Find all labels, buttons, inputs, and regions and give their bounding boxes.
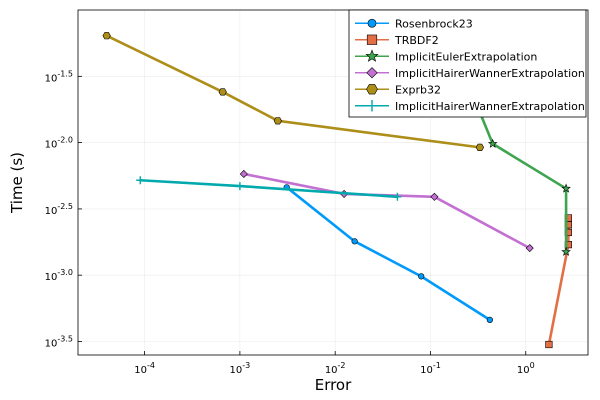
x-tick-base: 10 [230, 365, 243, 376]
legend-label: TRBDF2 [394, 34, 439, 47]
data-point [487, 138, 498, 148]
axis-ticks: 10-4 10-3 10-2 10-1 10010-3.510-3.010-2.510-… [45, 69, 535, 376]
data-point [561, 183, 571, 193]
legend: Rosenbrock23 TRBDF2 ImplicitEulerExtrapola… [348, 9, 587, 118]
data-point [218, 88, 227, 96]
legend-entry: Rosenbrock23 [355, 17, 473, 30]
x-tick-exponent: -3 [242, 361, 250, 370]
y-tick-exponent: -3.5 [57, 335, 73, 344]
y-tick-exponent: -1.5 [57, 69, 73, 78]
y-tick-base: 10 [45, 140, 58, 151]
legend-marker [366, 34, 378, 45]
legend-marker [367, 18, 377, 28]
y-tick-exponent: -2.0 [57, 136, 73, 145]
x-tick-base: 10 [517, 365, 530, 376]
data-point [235, 182, 244, 191]
legend-entry: TRBDF2 [355, 34, 439, 47]
series-layer [102, 32, 572, 349]
legend-marker [366, 67, 378, 79]
y-axis-label: Time (s) [8, 152, 26, 214]
y-tick-exponent: -2.5 [57, 202, 73, 211]
y-tick-label: 10-2.0 [45, 136, 73, 151]
legend-marker [366, 99, 378, 112]
y-tick-base: 10 [45, 206, 58, 217]
data-point [239, 169, 248, 178]
series-line [285, 186, 491, 321]
x-tick-label: 10-4 [134, 361, 155, 376]
series-implicithairerwannerextrapolation [136, 176, 402, 201]
legend-entry: ImplicitEulerExtrapolation [355, 49, 537, 63]
data-point [136, 176, 145, 185]
x-tick-label: 10-1 [420, 361, 441, 376]
y-tick-label: 10-1.5 [45, 69, 73, 84]
legend-label: Exprb32 [395, 83, 441, 96]
y-tick-base: 10 [45, 73, 58, 84]
x-tick-label: 10-2 [325, 361, 346, 376]
legend-marker [366, 84, 378, 95]
x-tick-base: 10 [420, 365, 433, 376]
legend-label: ImplicitEulerExtrapolation [395, 50, 537, 63]
legend-label: Rosenbrock23 [395, 17, 473, 30]
x-tick-exponent: -2 [338, 361, 346, 370]
legend-marker [365, 49, 379, 62]
y-tick-base: 10 [45, 272, 58, 283]
y-tick-label: 10-3.0 [45, 268, 73, 283]
data-point [430, 192, 439, 201]
plot-frame [77, 9, 589, 356]
legend-entry: ImplicitHairerWannerExtrapolation [355, 100, 585, 113]
data-point [561, 246, 571, 256]
x-tick-label: 10-3 [230, 361, 251, 376]
series-exprb32 [102, 32, 485, 151]
series-line [474, 102, 568, 252]
data-point [545, 340, 553, 349]
data-point [486, 316, 493, 323]
y-tick-label: 10-2.5 [45, 202, 73, 217]
x-tick-exponent: -1 [433, 361, 441, 370]
x-axis-label: Error [315, 376, 352, 394]
data-point [475, 143, 485, 151]
data-point [273, 117, 282, 125]
y-tick-base: 10 [45, 339, 58, 350]
x-tick-exponent: -4 [147, 361, 155, 370]
x-tick-label: 100 [517, 361, 535, 376]
legend-entry: Exprb32 [355, 83, 441, 96]
y-tick-label: 10-3.5 [45, 335, 73, 350]
legend-box [348, 9, 587, 118]
legend-label: ImplicitHairerWannerExtrapolation [395, 67, 585, 80]
x-tick-exponent: 0 [530, 361, 535, 370]
data-point [525, 244, 534, 253]
x-tick-base: 10 [325, 365, 338, 376]
legend-label: ImplicitHairerWannerExtrapolation [395, 100, 585, 113]
legend-entry: ImplicitHairerWannerExtrapolation [355, 67, 585, 80]
data-point [393, 192, 402, 201]
data-point [351, 238, 358, 245]
data-point [102, 32, 111, 40]
x-tick-base: 10 [134, 365, 147, 376]
data-point [418, 273, 425, 280]
series-line [106, 34, 481, 149]
y-tick-exponent: -3.0 [57, 268, 73, 277]
